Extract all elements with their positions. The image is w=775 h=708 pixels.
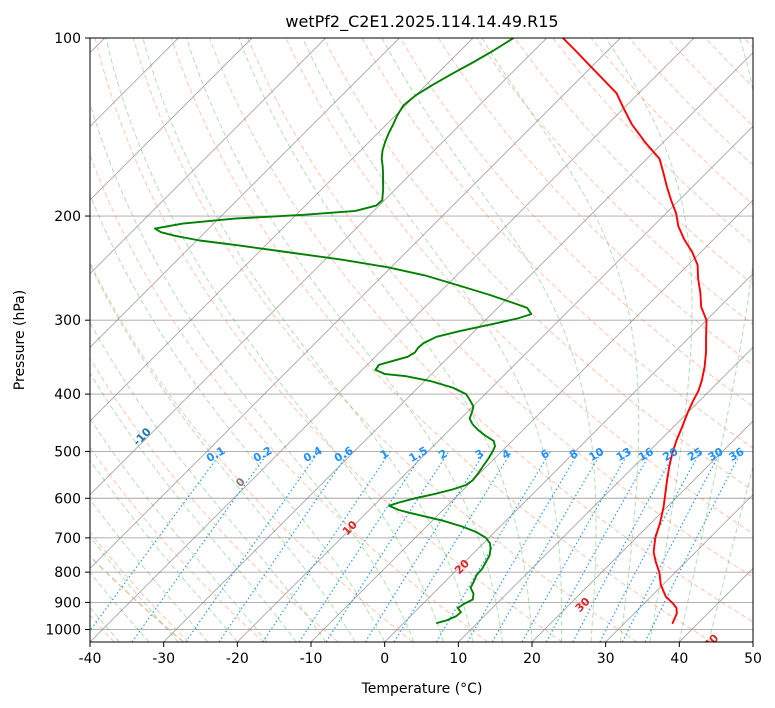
pressure-gridlines bbox=[90, 38, 753, 630]
dry-adiabat-line bbox=[90, 261, 414, 642]
dry-adiabat-line bbox=[170, 38, 712, 642]
moist-adiabat-line bbox=[90, 321, 327, 642]
y-axis-label: Pressure (hPa) bbox=[12, 290, 28, 390]
mixing-ratio-line bbox=[545, 451, 652, 642]
moist-adiabat-line bbox=[142, 38, 474, 642]
dry-adiabat-line bbox=[90, 357, 339, 642]
isotherm-line bbox=[90, 38, 253, 201]
dry-adiabat-line bbox=[247, 38, 753, 578]
y-axis-ticks: 100 200 300 400 500 600 700 800 900 1000 bbox=[45, 31, 90, 638]
moist-adiabat-line bbox=[90, 263, 356, 642]
x-tick-label: 30 bbox=[597, 651, 615, 667]
dry-adiabat-line bbox=[399, 38, 753, 408]
dry-adiabat-line bbox=[437, 38, 753, 366]
isotherm-line bbox=[90, 38, 400, 348]
dry-adiabat-line bbox=[94, 38, 563, 642]
isotherm-line bbox=[605, 494, 753, 642]
y-tick-label: 1000 bbox=[45, 622, 81, 638]
isotherm-line bbox=[384, 273, 753, 642]
dewpoint-line bbox=[154, 38, 533, 624]
mixing-ratio-lines bbox=[90, 451, 742, 642]
dry-adiabat-label: 40 bbox=[701, 631, 721, 651]
moist-adiabat-line bbox=[381, 38, 597, 642]
dry-adiabat-line bbox=[90, 531, 190, 642]
y-tick-label: 100 bbox=[54, 31, 81, 47]
mixing-ratio-line bbox=[644, 451, 742, 642]
dry-adiabat-line bbox=[90, 446, 264, 642]
mixing-ratio-line bbox=[131, 451, 270, 642]
dry-adiabat-line bbox=[209, 38, 753, 623]
x-tick-label: 20 bbox=[523, 651, 541, 667]
moist-adiabat-line bbox=[605, 38, 693, 642]
isotherm-line bbox=[163, 52, 753, 642]
mixing-ratio-line bbox=[185, 451, 320, 642]
dry-adiabat-line bbox=[132, 38, 638, 642]
x-axis-ticks: -40 -30 -20 -10 0 10 20 30 40 50 bbox=[79, 642, 762, 667]
moist-adiabat-line bbox=[481, 38, 640, 642]
isotherm-lines bbox=[90, 38, 753, 642]
isotherm-line bbox=[90, 38, 326, 275]
isotherm-line bbox=[458, 346, 753, 642]
moist-adiabat-line bbox=[678, 38, 753, 642]
y-tick-label: 600 bbox=[54, 491, 81, 507]
y-tick-label: 400 bbox=[54, 387, 81, 403]
mixing-ratio-line bbox=[262, 451, 391, 642]
isotherm-line bbox=[90, 38, 621, 569]
x-tick-label: -40 bbox=[79, 651, 102, 667]
temperature-line bbox=[561, 38, 708, 624]
moist-adiabat-line bbox=[105, 38, 445, 642]
y-tick-label: 200 bbox=[54, 209, 81, 225]
y-tick-label: 300 bbox=[54, 313, 81, 329]
isotherm-line bbox=[531, 420, 753, 642]
x-tick-label: -30 bbox=[152, 651, 175, 667]
mixing-ratio-line bbox=[218, 451, 351, 642]
mixing-ratio-line bbox=[393, 451, 513, 642]
chart-title: wetPf2_C2E1.2025.114.14.49.R15 bbox=[285, 12, 558, 32]
isotherm-line bbox=[237, 125, 753, 642]
moist-adiabat-line bbox=[90, 417, 268, 642]
isotherm-line bbox=[90, 38, 695, 642]
moist-adiabat-line bbox=[238, 38, 533, 642]
x-tick-label: 10 bbox=[449, 651, 467, 667]
mixing-ratio-line bbox=[572, 451, 676, 642]
x-tick-label: -10 bbox=[300, 651, 323, 667]
dry-adiabat-line bbox=[514, 38, 753, 285]
isotherm-line bbox=[310, 199, 753, 642]
mixing-ratio-line bbox=[90, 451, 223, 632]
y-tick-label: 800 bbox=[54, 565, 81, 581]
dry-adiabat-line bbox=[323, 38, 753, 492]
mixing-ratio-line bbox=[325, 451, 450, 642]
mixing-ratio-line bbox=[521, 451, 630, 642]
y-tick-label: 700 bbox=[54, 531, 81, 547]
x-tick-label: 40 bbox=[670, 651, 688, 667]
moist-adiabat-line bbox=[708, 465, 753, 642]
x-tick-label: -20 bbox=[226, 651, 249, 667]
mixing-ratio-line bbox=[298, 451, 425, 642]
lcl-curve bbox=[90, 555, 185, 642]
dry-adiabats bbox=[90, 38, 753, 642]
moist-adiabat-line bbox=[90, 193, 386, 642]
x-tick-label: 50 bbox=[744, 651, 762, 667]
x-axis-label: Temperature (°C) bbox=[361, 681, 483, 697]
moist-adiabat-line bbox=[90, 459, 238, 642]
isotherm-line bbox=[90, 38, 547, 496]
y-tick-label: 900 bbox=[54, 595, 81, 611]
plot-frame bbox=[89, 37, 754, 643]
dry-adiabat-line bbox=[90, 153, 488, 642]
lcl-reference-curve bbox=[90, 555, 185, 642]
isotherm-line bbox=[90, 38, 474, 422]
profile-lines bbox=[154, 38, 708, 624]
moist-adiabat-line bbox=[302, 38, 563, 642]
x-tick-label: 0 bbox=[380, 651, 389, 667]
y-tick-label: 500 bbox=[54, 444, 81, 460]
